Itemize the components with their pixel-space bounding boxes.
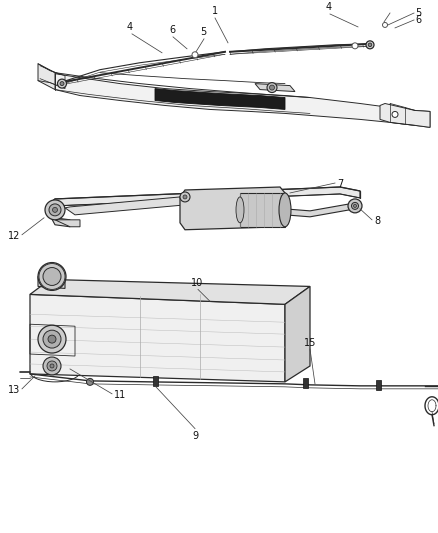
Text: 5: 5: [415, 8, 421, 18]
Text: 5: 5: [200, 27, 206, 37]
Text: 12: 12: [7, 231, 20, 241]
Circle shape: [353, 204, 357, 207]
Polygon shape: [285, 286, 310, 382]
Circle shape: [48, 335, 56, 343]
Circle shape: [43, 357, 61, 375]
Polygon shape: [155, 88, 285, 109]
Text: 7: 7: [337, 179, 343, 189]
Circle shape: [392, 111, 398, 117]
Text: 1: 1: [212, 6, 218, 16]
Circle shape: [183, 195, 187, 199]
Text: 4: 4: [326, 2, 332, 12]
Circle shape: [38, 263, 66, 290]
Text: 11: 11: [114, 390, 126, 400]
Polygon shape: [240, 193, 285, 227]
Ellipse shape: [236, 197, 244, 223]
Circle shape: [38, 325, 66, 353]
Circle shape: [382, 22, 388, 27]
Text: 6: 6: [415, 15, 421, 25]
Circle shape: [368, 43, 372, 46]
Circle shape: [352, 203, 358, 209]
Circle shape: [53, 207, 57, 212]
Circle shape: [43, 268, 61, 286]
Circle shape: [348, 199, 362, 213]
Text: 6: 6: [169, 25, 175, 35]
Circle shape: [86, 378, 93, 385]
Bar: [152, 376, 158, 386]
Polygon shape: [30, 279, 310, 304]
Polygon shape: [65, 197, 190, 215]
Circle shape: [43, 330, 61, 348]
Circle shape: [47, 361, 57, 371]
Bar: [303, 378, 307, 388]
Polygon shape: [30, 294, 285, 382]
Bar: [375, 380, 381, 390]
Circle shape: [60, 82, 64, 86]
Polygon shape: [180, 187, 285, 230]
Ellipse shape: [279, 193, 291, 227]
Circle shape: [269, 85, 275, 90]
Polygon shape: [38, 64, 55, 90]
Circle shape: [366, 41, 374, 49]
Text: 15: 15: [304, 338, 316, 348]
Circle shape: [49, 204, 61, 216]
Text: 8: 8: [374, 216, 380, 226]
Circle shape: [180, 192, 190, 202]
Text: 9: 9: [192, 431, 198, 441]
Text: 10: 10: [191, 278, 203, 288]
Polygon shape: [380, 103, 430, 127]
Polygon shape: [55, 220, 80, 227]
Text: 13: 13: [8, 385, 20, 395]
Text: 4: 4: [127, 22, 133, 32]
Polygon shape: [48, 187, 360, 212]
Polygon shape: [285, 203, 355, 217]
Circle shape: [267, 83, 277, 93]
Polygon shape: [38, 277, 65, 288]
Circle shape: [50, 364, 54, 368]
Circle shape: [45, 200, 65, 220]
Polygon shape: [48, 205, 70, 227]
Polygon shape: [255, 84, 295, 92]
Circle shape: [192, 52, 198, 58]
Polygon shape: [55, 74, 430, 127]
Circle shape: [57, 79, 67, 88]
Circle shape: [352, 43, 358, 49]
